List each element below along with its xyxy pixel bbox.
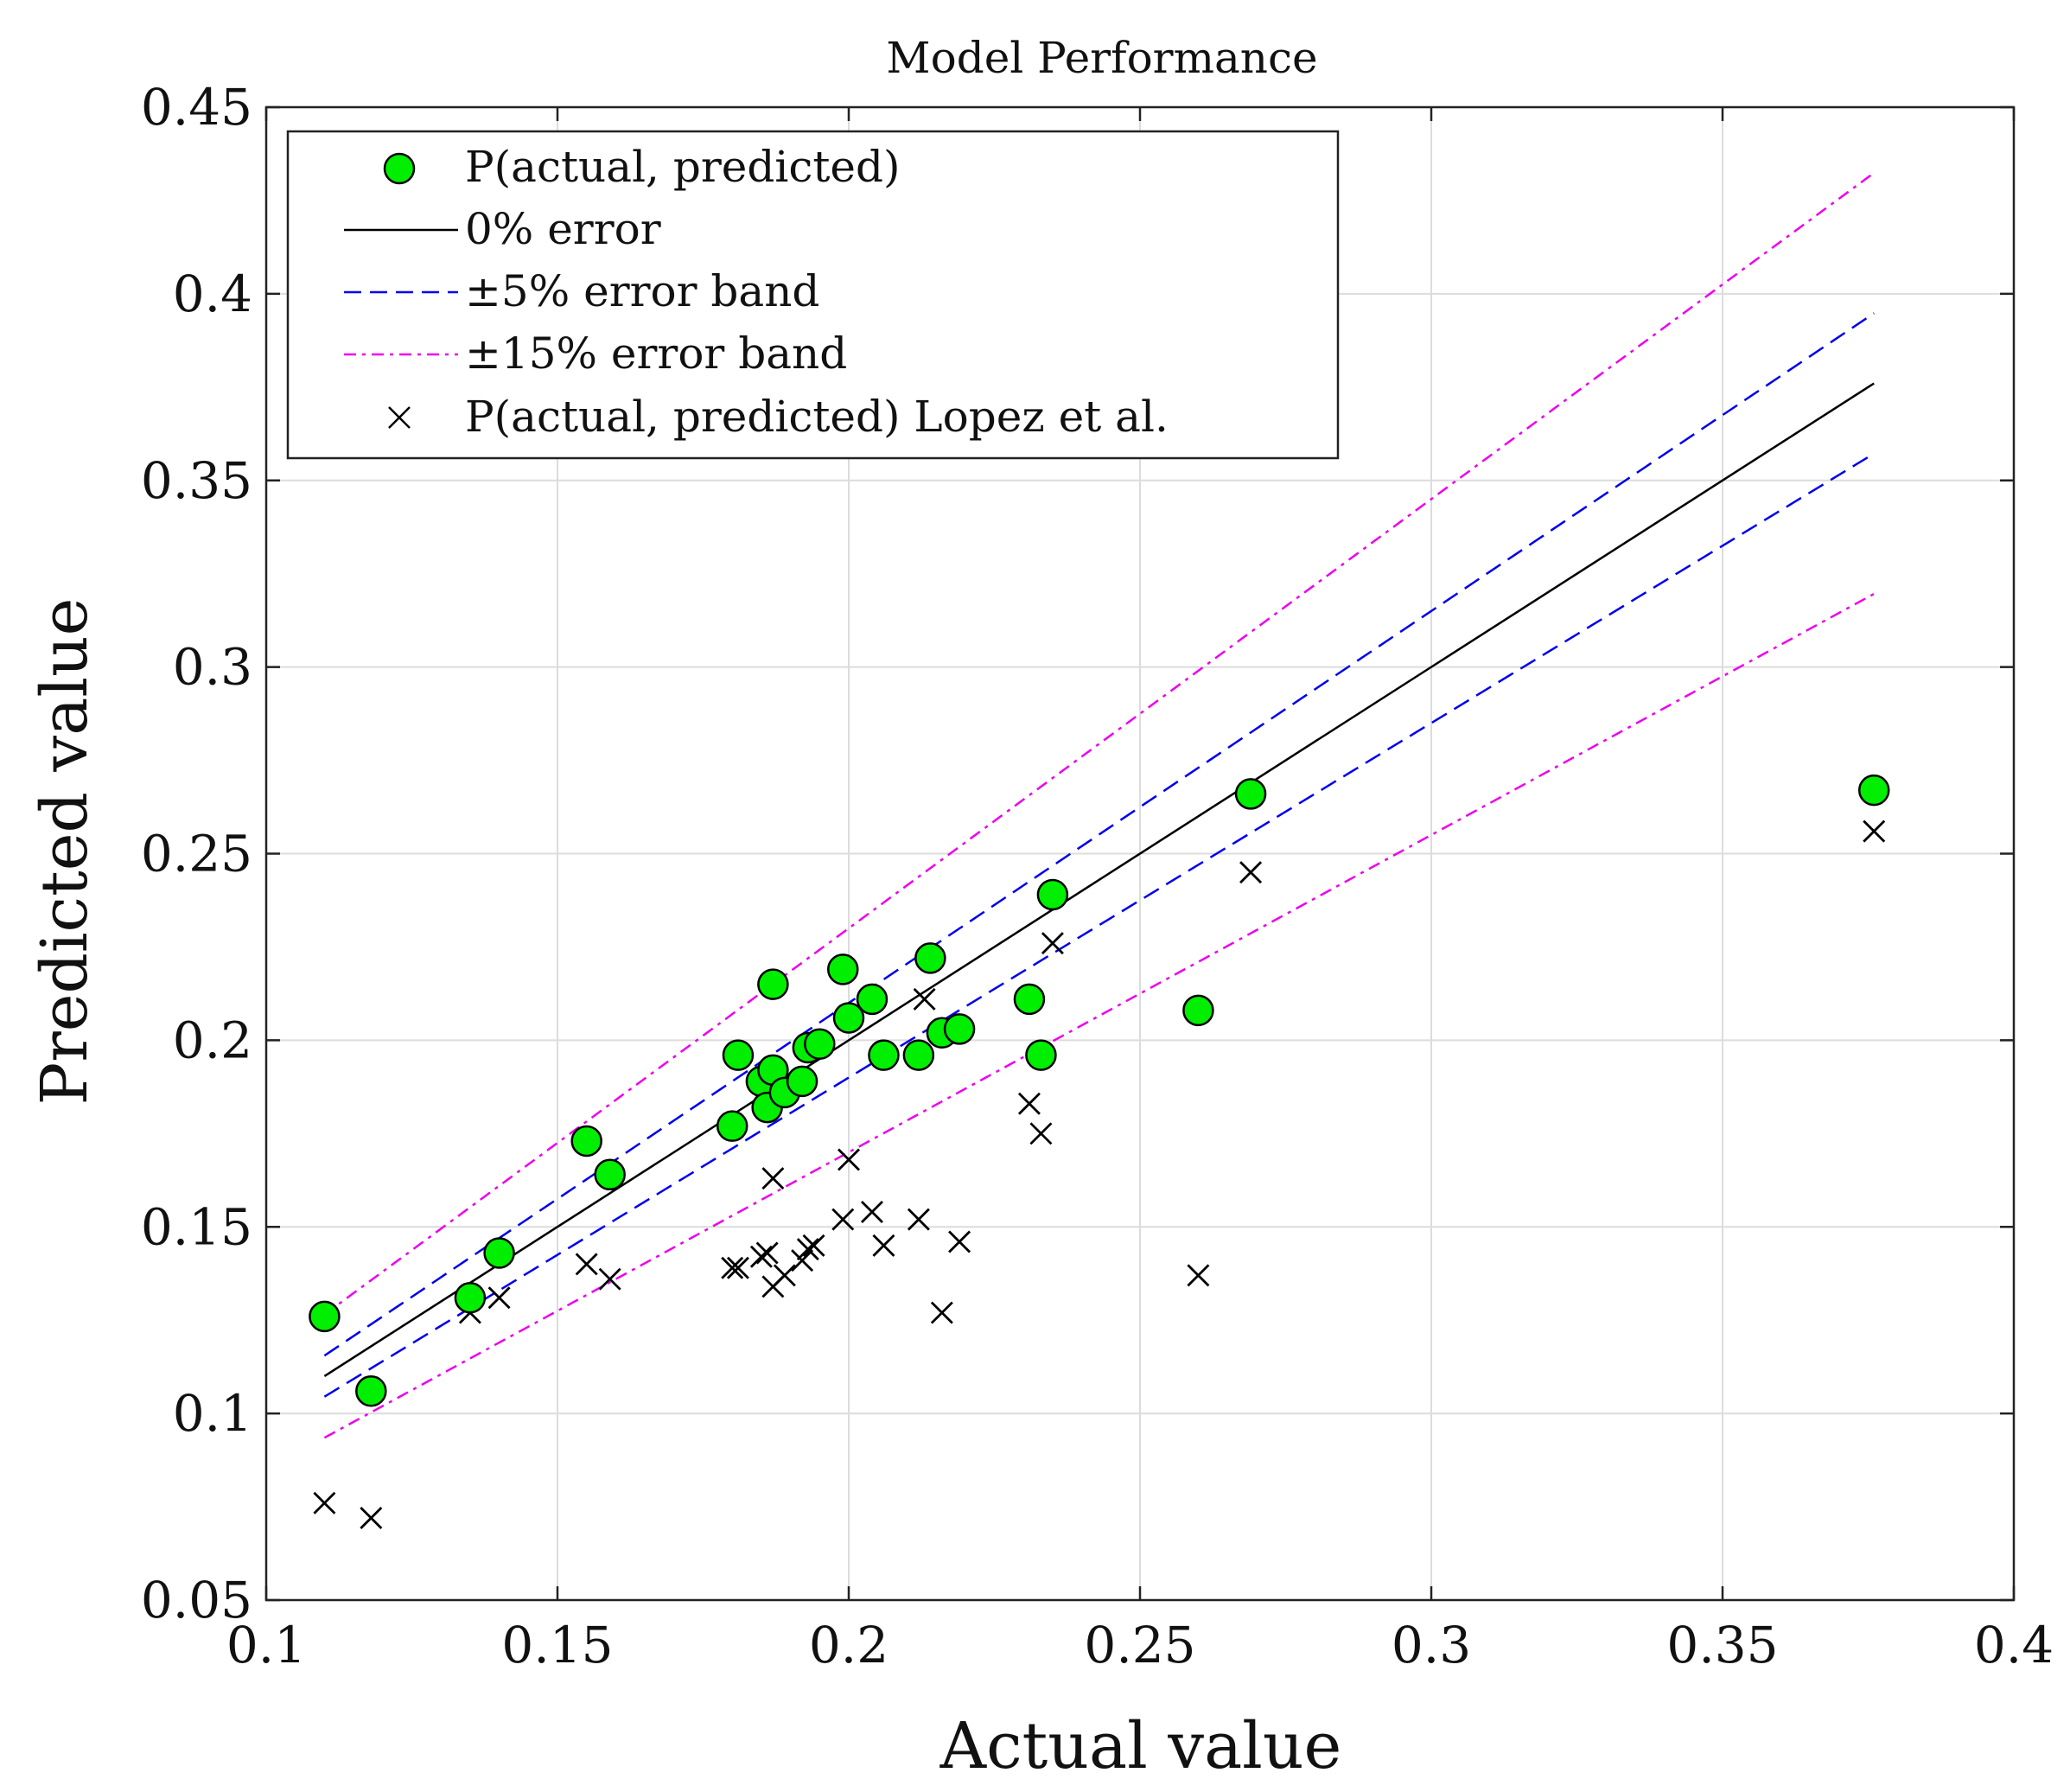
lopez-marker [930, 1301, 953, 1324]
lopez-marker [907, 1208, 930, 1231]
model-point [1025, 1039, 1057, 1071]
y-tick-label-6: 0.35 [141, 451, 252, 510]
model-point [1857, 774, 1890, 807]
band5-upper-line [323, 312, 1875, 1357]
lopez-marker [761, 1167, 785, 1190]
axes-frame [264, 105, 2016, 1602]
lopez-marker [1863, 819, 1886, 843]
y-axis-label: Predicted value [28, 598, 102, 1106]
lopez-marker [1029, 1122, 1053, 1145]
model-point [570, 1125, 602, 1157]
lopez-marker [838, 1148, 860, 1171]
lopez-marker [791, 1249, 814, 1272]
x-tick-label-0: 0.1 [226, 1616, 306, 1674]
x-tick-label-4: 0.3 [1392, 1616, 1471, 1674]
x-tick-label-1: 0.15 [501, 1616, 613, 1674]
band15-lower-line [323, 592, 1875, 1439]
y-tick-label-2: 0.15 [141, 1197, 252, 1256]
lopez-marker [948, 1230, 971, 1253]
model-point [594, 1158, 626, 1191]
lopez-marker [802, 1234, 825, 1257]
lopez-marker [755, 1241, 779, 1265]
legend-label-points: P(actual, predicted) [465, 142, 901, 192]
y-tick-label-7: 0.4 [173, 265, 252, 323]
lopez-marker [1041, 932, 1064, 955]
lopez-marker [575, 1253, 598, 1276]
model-point [757, 968, 789, 1000]
zero-error-line [323, 382, 1875, 1378]
model-point [827, 953, 859, 985]
model-point [716, 1110, 748, 1142]
y-tick-label-3: 0.2 [173, 1011, 252, 1069]
y-tick-label-5: 0.3 [173, 638, 252, 697]
lopez-marker [860, 1200, 883, 1223]
model-point [309, 1300, 341, 1333]
y-tick-label-1: 0.1 [173, 1384, 252, 1443]
lopez-marker [1239, 861, 1263, 884]
model-points [309, 774, 1890, 1407]
legend-label-lopez: P(actual, predicted) Lopez et al. [465, 392, 1169, 442]
model-point [804, 1028, 836, 1060]
model-point [856, 983, 889, 1016]
model-point [943, 1013, 976, 1045]
lopez-marker [721, 1256, 744, 1279]
model-point [1036, 878, 1069, 911]
lopez-marker [749, 1245, 773, 1268]
model-point [454, 1282, 487, 1314]
chart-title: Model Performance [886, 33, 1317, 83]
model-point [786, 1065, 818, 1098]
lopez-marker [913, 987, 936, 1011]
lopez-marker [487, 1286, 511, 1310]
lopez-marker [1017, 1092, 1041, 1115]
y-tick-label-4: 0.25 [141, 825, 252, 883]
legend: P(actual, predicted) 0% error ±5% error … [286, 130, 1340, 460]
x-tick-label-6: 0.4 [1974, 1616, 2054, 1674]
legend-marker-lopez [388, 406, 411, 429]
x-axis-label: Actual value [939, 1709, 1342, 1783]
tick-labels: 0.1 0.15 0.2 0.25 0.3 0.35 0.40.050.10.150.20.… [141, 78, 2054, 1674]
model-point [722, 1039, 755, 1071]
reference-lines [323, 171, 1875, 1439]
model-point [355, 1374, 387, 1407]
lopez-marker [831, 1208, 855, 1231]
legend-label-band15: ±15% error band [465, 328, 847, 379]
x-tick-label-2: 0.2 [809, 1616, 889, 1674]
model-point [483, 1237, 515, 1269]
model-point [914, 942, 946, 974]
model-point [832, 1002, 865, 1034]
x-tick-label-3: 0.25 [1084, 1616, 1195, 1674]
model-point [1013, 983, 1046, 1016]
lopez-marker [598, 1267, 621, 1291]
model-point [1182, 994, 1214, 1027]
model-point [902, 1039, 935, 1071]
lopez-marker [872, 1234, 895, 1257]
band5-lower-line [323, 452, 1875, 1398]
y-tick-label-8: 0.45 [141, 78, 252, 137]
lopez-marker [773, 1264, 796, 1287]
lopez-marker [313, 1491, 336, 1515]
legend-marker-points [383, 152, 416, 185]
x-tick-label-5: 0.35 [1666, 1616, 1778, 1674]
legend-label-zero-error: 0% error [465, 204, 661, 254]
lopez-marker [360, 1507, 383, 1530]
lopez-marker [1187, 1264, 1210, 1287]
model-point [868, 1039, 900, 1071]
legend-box [286, 130, 1340, 460]
lopez-markers [313, 819, 1886, 1530]
model-point [1234, 778, 1267, 810]
legend-label-band5: ±5% error band [465, 266, 819, 316]
lopez-marker [726, 1256, 749, 1279]
y-tick-label-0: 0.05 [141, 1571, 252, 1629]
lopez-marker [796, 1238, 819, 1261]
